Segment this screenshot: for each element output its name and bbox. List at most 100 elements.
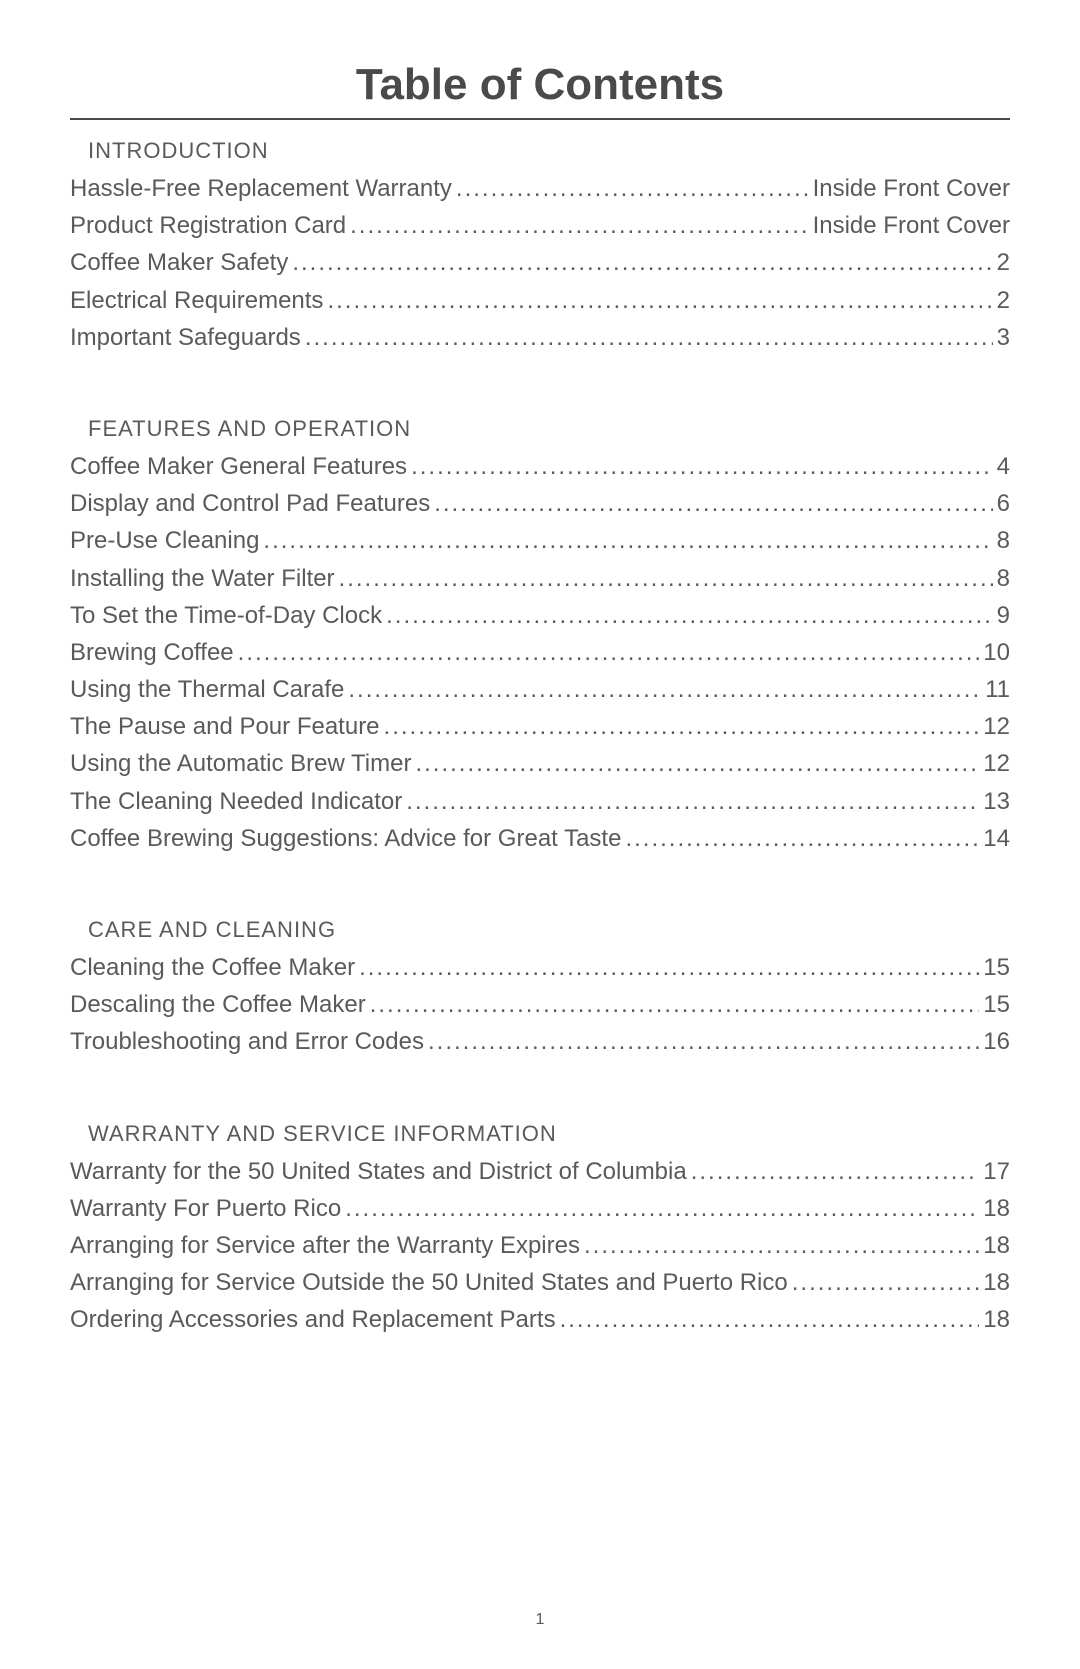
toc-entry-page: 18 <box>983 1227 1010 1264</box>
toc-entry: Warranty For Puerto Rico 18 <box>70 1190 1010 1227</box>
toc-entry-label: Arranging for Service after the Warranty… <box>70 1227 580 1264</box>
toc-entry-page: 4 <box>997 448 1010 485</box>
toc-entry: To Set the Time-of-Day Clock9 <box>70 597 1010 634</box>
dot-leader <box>434 485 992 522</box>
dot-leader <box>238 634 980 671</box>
toc-entry-page: Inside Front Cover <box>813 207 1010 244</box>
section-heading: CARE AND CLEANING <box>70 917 1010 943</box>
dot-leader <box>428 1023 979 1060</box>
toc-sections: INTRODUCTION Hassle-Free Replacement Warr… <box>70 138 1010 1339</box>
page-title: Table of Contents <box>70 60 1010 118</box>
toc-entry-label: Ordering Accessories and Replacement Par… <box>70 1301 556 1338</box>
section-heading: FEATURES AND OPERATION <box>70 416 1010 442</box>
dot-leader <box>339 560 993 597</box>
dot-leader <box>359 949 979 986</box>
toc-entry-page: 13 <box>983 783 1010 820</box>
toc-entry: Coffee Maker Safety 2 <box>70 244 1010 281</box>
toc-entry-label: Coffee Brewing Suggestions: Advice for G… <box>70 820 621 857</box>
toc-entry-page: 16 <box>983 1023 1010 1060</box>
toc-entry-label: Hassle-Free Replacement Warranty <box>70 170 452 207</box>
dot-leader <box>386 597 993 634</box>
toc-entry-page: 6 <box>997 485 1010 522</box>
dot-leader <box>406 783 979 820</box>
toc-entry: Arranging for Service Outside the 50 Uni… <box>70 1264 1010 1301</box>
dot-leader <box>370 986 980 1023</box>
toc-entry: Coffee Brewing Suggestions: Advice for G… <box>70 820 1010 857</box>
toc-entry-label: Descaling the Coffee Maker <box>70 986 366 1023</box>
toc-section: CARE AND CLEANING Cleaning the Coffee Mak… <box>70 917 1010 1061</box>
toc-entry-label: Coffee Maker General Features <box>70 448 407 485</box>
toc-entry-page: 14 <box>983 820 1010 857</box>
section-heading: WARRANTY AND SERVICE INFORMATION <box>70 1121 1010 1147</box>
dot-leader <box>584 1227 979 1264</box>
dot-leader <box>384 708 980 745</box>
toc-entry-page: 15 <box>983 949 1010 986</box>
dot-leader <box>348 671 981 708</box>
toc-page: Table of Contents INTRODUCTION Hassle-Fre… <box>0 0 1080 1669</box>
toc-entry-label: Warranty for the 50 United States and Di… <box>70 1153 687 1190</box>
toc-entry-label: The Pause and Pour Feature <box>70 708 380 745</box>
toc-entry-label: Pre-Use Cleaning <box>70 522 259 559</box>
toc-entry: Important Safeguards3 <box>70 319 1010 356</box>
toc-entry-label: Using the Thermal Carafe <box>70 671 344 708</box>
toc-entry: Using the Automatic Brew Timer 12 <box>70 745 1010 782</box>
dot-leader <box>456 170 809 207</box>
toc-entry-label: Brewing Coffee <box>70 634 234 671</box>
toc-entry: Descaling the Coffee Maker 15 <box>70 986 1010 1023</box>
toc-entry-page: 9 <box>997 597 1010 634</box>
toc-entry: Coffee Maker General Features 4 <box>70 448 1010 485</box>
toc-entry: The Pause and Pour Feature 12 <box>70 708 1010 745</box>
toc-entry-label: Product Registration Card <box>70 207 346 244</box>
toc-entry-page: 18 <box>983 1190 1010 1227</box>
page-number: 1 <box>0 1611 1080 1629</box>
dot-leader <box>792 1264 980 1301</box>
toc-entry: Hassle-Free Replacement Warranty Inside F… <box>70 170 1010 207</box>
dot-leader <box>305 319 993 356</box>
dot-leader <box>415 745 979 782</box>
dot-leader <box>691 1153 980 1190</box>
title-rule <box>70 118 1010 120</box>
dot-leader <box>345 1190 979 1227</box>
toc-entry-label: Display and Control Pad Features <box>70 485 430 522</box>
dot-leader <box>350 207 808 244</box>
toc-entry-page: 17 <box>983 1153 1010 1190</box>
toc-entry-page: 3 <box>997 319 1010 356</box>
toc-section: INTRODUCTION Hassle-Free Replacement Warr… <box>70 138 1010 356</box>
toc-entry: Pre-Use Cleaning 8 <box>70 522 1010 559</box>
dot-leader <box>292 244 992 281</box>
dot-leader <box>560 1301 980 1338</box>
toc-entry: Troubleshooting and Error Codes 16 <box>70 1023 1010 1060</box>
toc-entry-label: Electrical Requirements <box>70 282 323 319</box>
toc-entry-label: Using the Automatic Brew Timer <box>70 745 411 782</box>
toc-entry: Ordering Accessories and Replacement Par… <box>70 1301 1010 1338</box>
toc-entry-label: Installing the Water Filter <box>70 560 335 597</box>
dot-leader <box>263 522 992 559</box>
toc-entry-page: 8 <box>997 560 1010 597</box>
toc-entry-page: 11 <box>985 671 1010 708</box>
toc-entry-page: 18 <box>983 1264 1010 1301</box>
toc-entry-page: 12 <box>983 745 1010 782</box>
toc-entry-page: 10 <box>983 634 1010 671</box>
toc-entry: The Cleaning Needed Indicator13 <box>70 783 1010 820</box>
toc-entry: Product Registration Card Inside Front Co… <box>70 207 1010 244</box>
toc-entry-label: Arranging for Service Outside the 50 Uni… <box>70 1264 788 1301</box>
toc-entry-page: 15 <box>983 986 1010 1023</box>
toc-entry-page: 8 <box>997 522 1010 559</box>
toc-entry-label: Cleaning the Coffee Maker <box>70 949 355 986</box>
dot-leader <box>625 820 979 857</box>
toc-entry: Electrical Requirements 2 <box>70 282 1010 319</box>
toc-entry-page: 2 <box>997 282 1010 319</box>
toc-entry-page: 18 <box>983 1301 1010 1338</box>
dot-leader <box>327 282 992 319</box>
toc-entry-page: Inside Front Cover <box>813 170 1010 207</box>
toc-entry-page: 2 <box>997 244 1010 281</box>
section-heading: INTRODUCTION <box>70 138 1010 164</box>
dot-leader <box>411 448 993 485</box>
toc-entry-label: Coffee Maker Safety <box>70 244 288 281</box>
toc-entry-page: 12 <box>983 708 1010 745</box>
toc-entry: Cleaning the Coffee Maker 15 <box>70 949 1010 986</box>
toc-entry: Brewing Coffee 10 <box>70 634 1010 671</box>
toc-entry: Arranging for Service after the Warranty… <box>70 1227 1010 1264</box>
toc-entry-label: Troubleshooting and Error Codes <box>70 1023 424 1060</box>
toc-entry-label: Warranty For Puerto Rico <box>70 1190 341 1227</box>
